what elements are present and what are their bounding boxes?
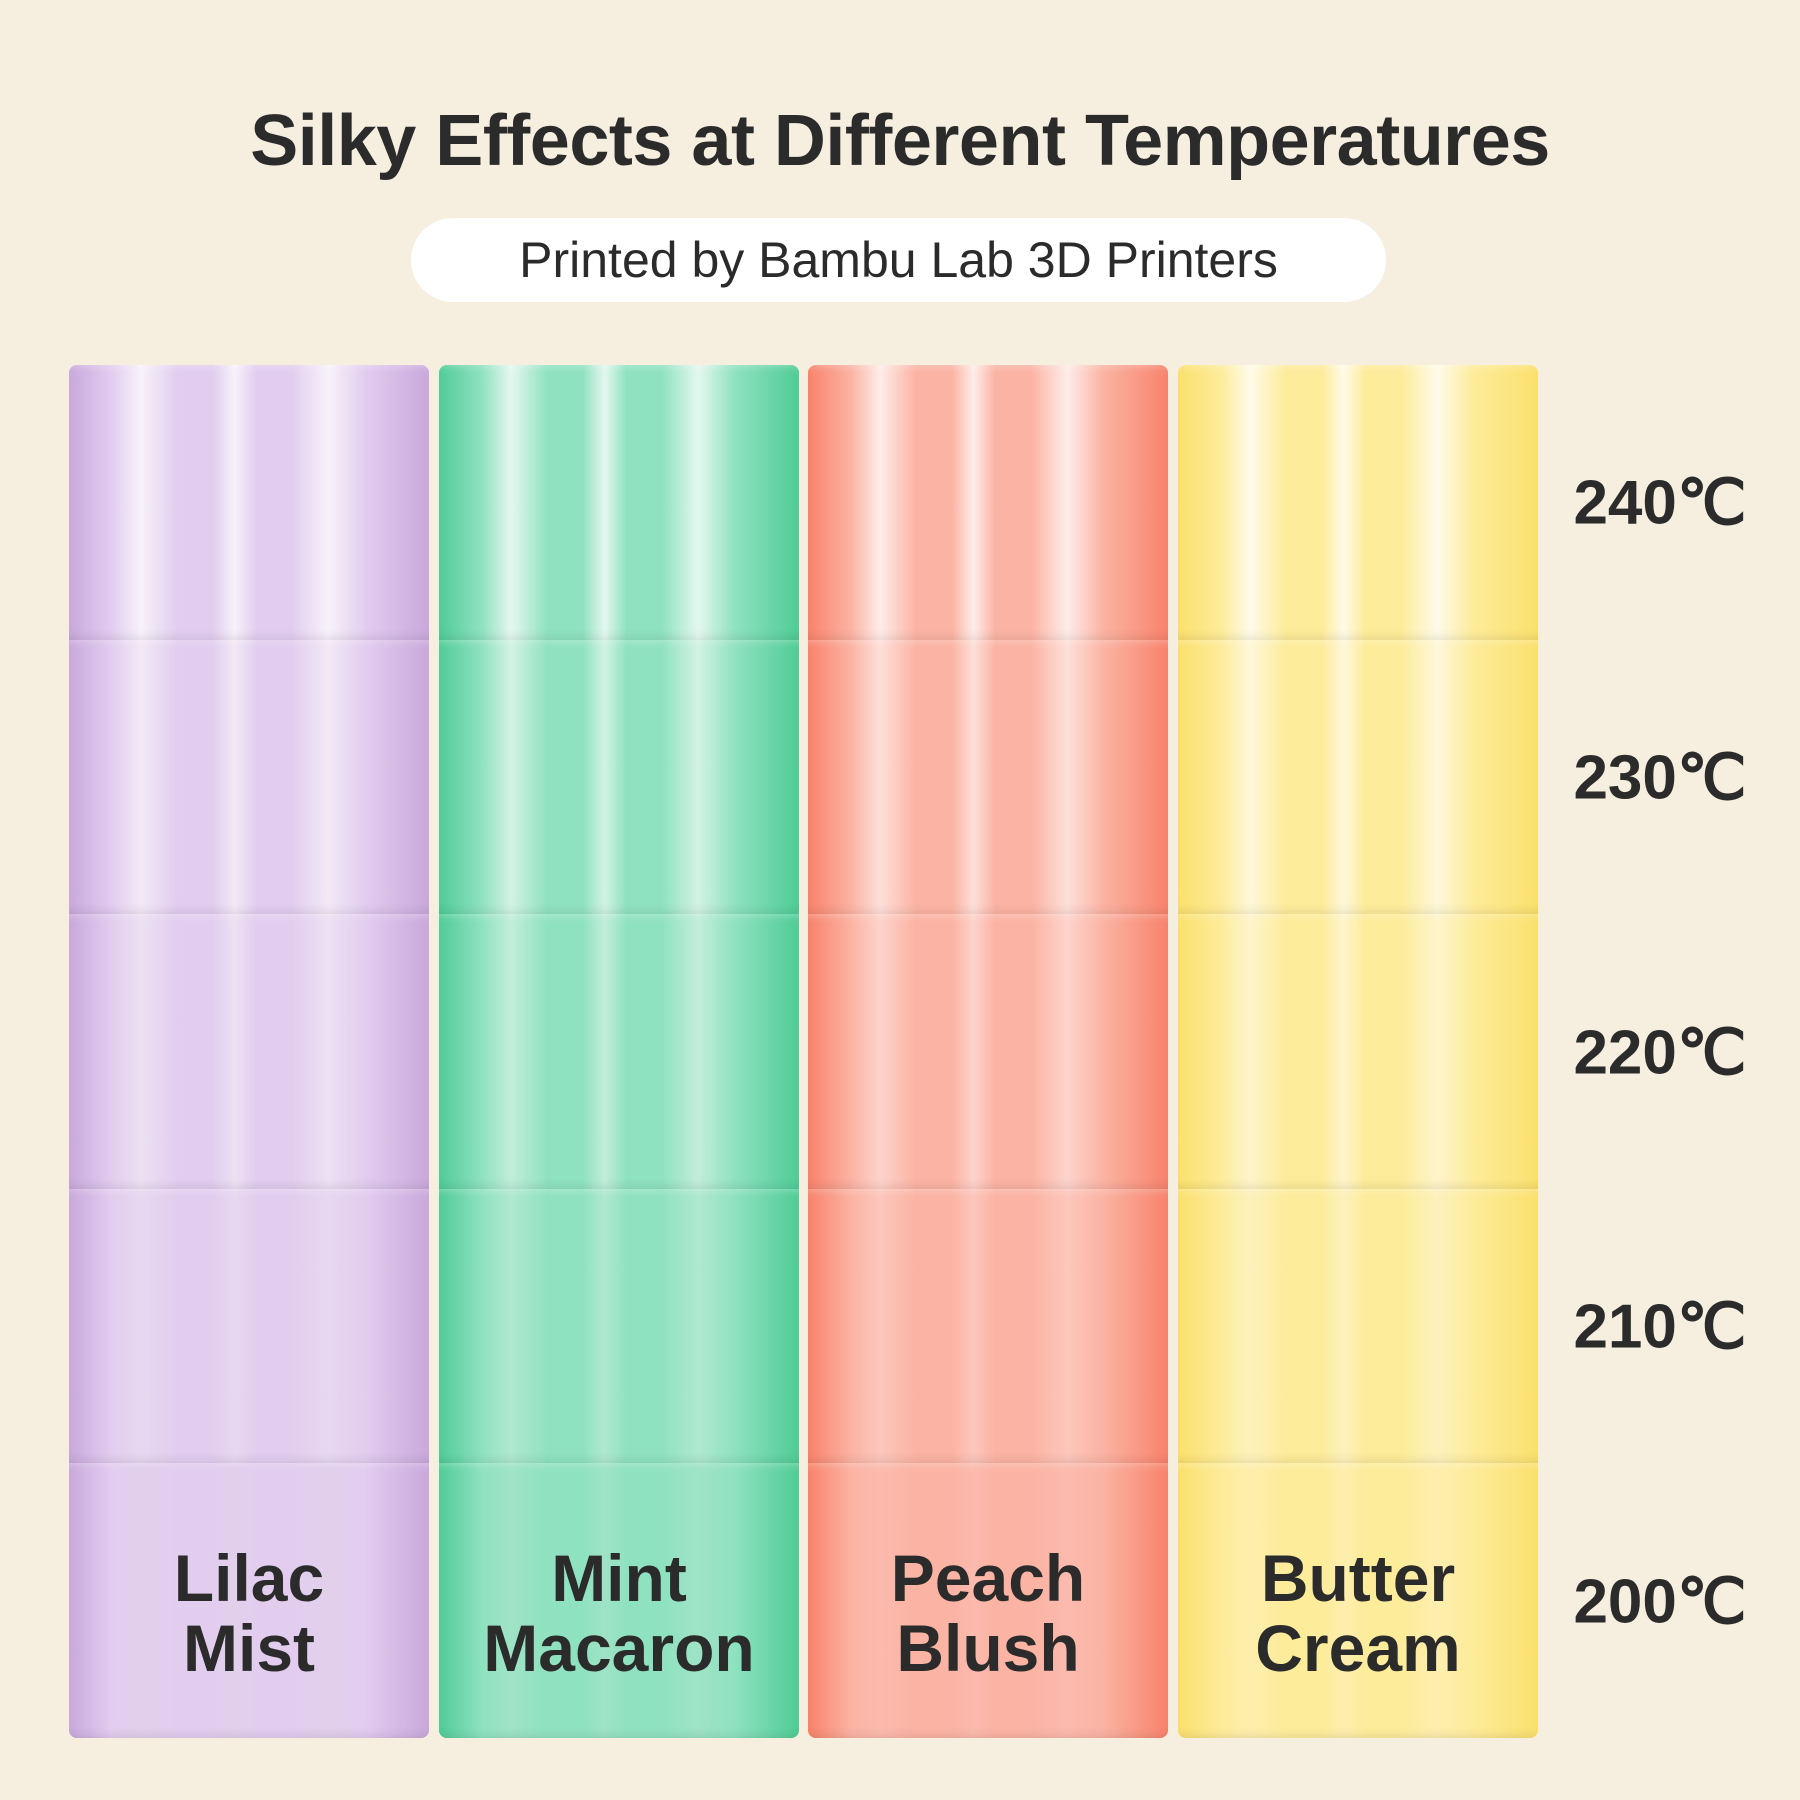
temperature-segment [69,639,429,915]
filament-column: Butter Cream [1178,365,1538,1738]
title: Silky Effects at Different Temperatures [250,101,1550,181]
temperature-segment [808,914,1168,1189]
temperature-segment [69,914,429,1189]
temperature-segment [439,914,799,1189]
color-name: Butter Cream [1178,1543,1538,1683]
subtitle: Printed by Bambu Lab 3D Printers [519,232,1278,288]
color-name-line: Blush [896,1611,1080,1685]
color-name-line: Peach [890,1541,1086,1615]
temperature-segment [439,1188,799,1464]
color-name-line: Butter [1260,1541,1456,1615]
temperature-label: 230℃ [1573,743,1747,813]
color-name-line: Lilac [173,1541,325,1615]
temperature-segment [1178,1463,1538,1738]
filament-column: Lilac Mist [69,365,429,1738]
temperature-segment [1178,639,1538,915]
temperature-label: 220℃ [1573,1018,1747,1087]
temperature-segment [69,1463,429,1738]
temperature-segment [69,1188,429,1464]
temperature-segment [439,365,799,640]
color-name: Lilac Mist [69,1543,429,1683]
subtitle-pill: Printed by Bambu Lab 3D Printers [411,218,1386,302]
temperature-segment [1178,914,1538,1189]
color-name-line: Cream [1255,1611,1461,1685]
temperature-segment [69,365,429,640]
temperature-label: 210℃ [1573,1292,1747,1362]
temperature-segment [808,365,1168,640]
color-name-line: Macaron [483,1611,755,1685]
temperature-segment [1178,1188,1538,1464]
temperature-segment [439,1463,799,1738]
temperature-segment [1178,365,1538,640]
temperature-segment [439,639,799,915]
temperature-segment [808,1188,1168,1464]
temperature-segment [808,1463,1168,1738]
color-name: Peach Blush [808,1543,1168,1683]
temperature-label: 200℃ [1573,1567,1747,1637]
temperature-segment [808,639,1168,915]
filament-column: Mint Macaron [439,365,799,1738]
color-name-line: Mist [183,1611,315,1685]
color-name: Mint Macaron [439,1543,799,1683]
temperature-label: 240℃ [1573,468,1747,538]
color-name-line: Mint [551,1541,687,1615]
filament-column: Peach Blush [808,365,1168,1738]
